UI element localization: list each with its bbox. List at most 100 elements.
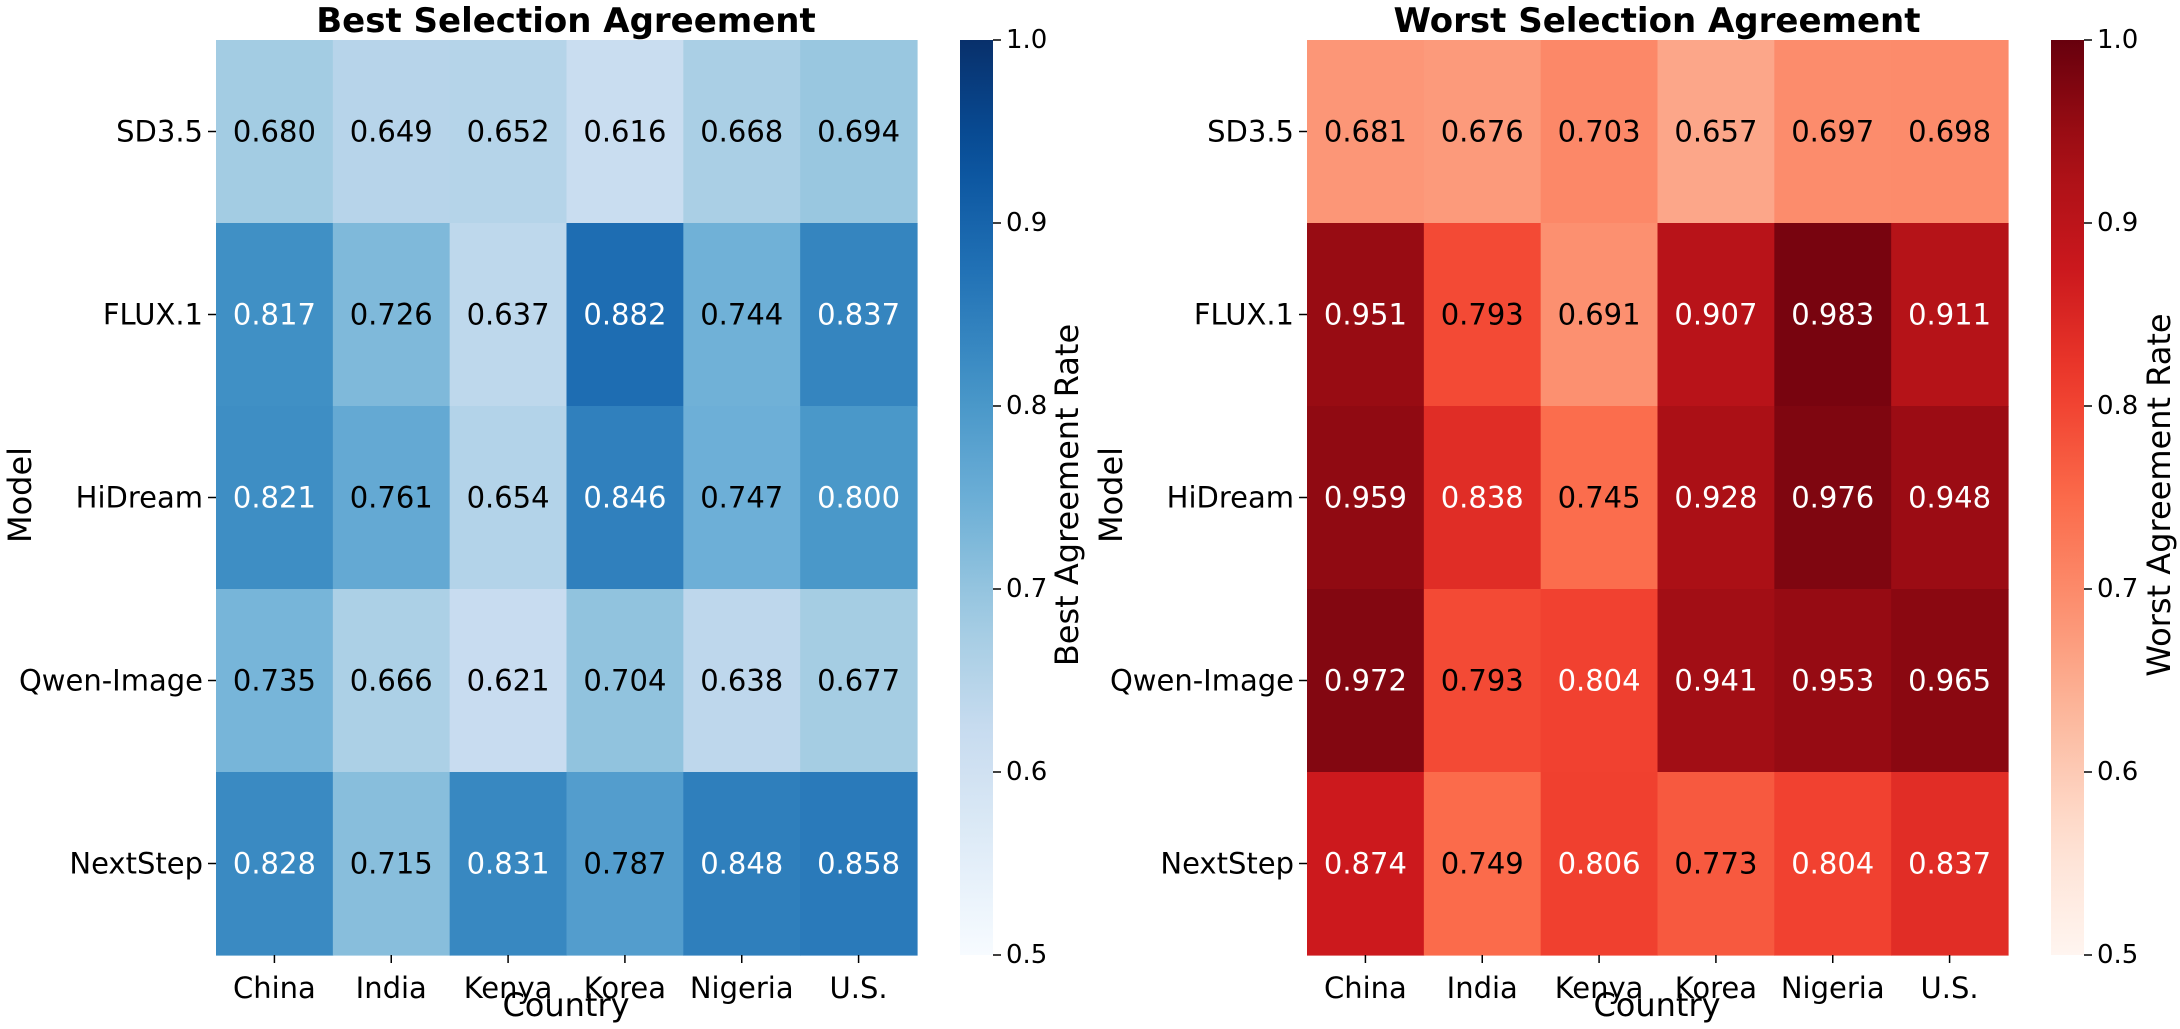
x-tick-label: Kenya xyxy=(464,971,553,1005)
cell-value-label: 0.649 xyxy=(350,115,433,149)
heatmap-cell xyxy=(332,772,451,956)
worst-colorbar: 0.5 0.6 0.7 0.8 0.9 1.0 xyxy=(2051,25,2138,970)
cell-value-label: 0.837 xyxy=(817,298,900,332)
cell-value-label: 0.793 xyxy=(1441,298,1524,332)
heatmap-cell xyxy=(1657,406,1775,590)
heatmap-cell xyxy=(216,223,334,407)
cell-value-label: 0.621 xyxy=(467,664,550,698)
colorbar-gradient xyxy=(2051,40,2084,955)
heatmap-cell xyxy=(1891,40,2009,224)
colorbar-tick-label: 0.9 xyxy=(1006,208,1047,238)
heatmap-cell xyxy=(1307,589,1425,773)
y-tick-label: SD3.5 xyxy=(116,115,203,149)
best-selection-panel: Best Selection Agreement 0.680 0.649 0.652… xyxy=(1,1,1086,1024)
cell-value-label: 0.616 xyxy=(583,115,666,149)
cell-value-label: 0.804 xyxy=(1791,847,1874,881)
cell-value-label: 0.837 xyxy=(1908,847,1991,881)
colorbar-tick-label: 1.0 xyxy=(2097,25,2138,55)
x-tick-label: Korea xyxy=(1675,971,1757,1005)
cell-value-label: 0.704 xyxy=(583,664,666,698)
cell-value-label: 0.694 xyxy=(817,115,900,149)
cell-value-label: 0.747 xyxy=(700,481,783,515)
heatmap-cell xyxy=(800,223,918,407)
worst-x-axis-label: Country xyxy=(1593,986,1720,1024)
cell-value-label: 0.951 xyxy=(1324,298,1407,332)
heatmap-cell xyxy=(566,40,684,224)
heatmap-cell xyxy=(1774,406,1892,590)
cell-value-label: 0.838 xyxy=(1441,481,1524,515)
cell-value-label: 0.654 xyxy=(467,481,550,515)
cell-value-label: 0.726 xyxy=(350,298,433,332)
cell-value-label: 0.787 xyxy=(583,847,666,881)
heatmap-cell xyxy=(800,772,918,956)
heatmap-cell xyxy=(1540,589,1659,773)
heatmap-cell xyxy=(216,772,334,956)
best-chart-title: Best Selection Agreement xyxy=(316,1,816,41)
colorbar-tick-label: 0.7 xyxy=(1006,574,1047,604)
y-tick-label: Qwen-Image xyxy=(19,664,203,698)
cell-value-label: 0.657 xyxy=(1674,115,1757,149)
y-tick-label: FLUX.1 xyxy=(1194,298,1294,332)
heatmap-cell xyxy=(800,406,918,590)
heatmap-cell xyxy=(1540,406,1659,590)
heatmap-cell xyxy=(1423,40,1542,224)
y-tick-label: HiDream xyxy=(1167,481,1294,515)
cell-value-label: 0.800 xyxy=(817,481,900,515)
x-tick-label: China xyxy=(233,971,316,1005)
worst-selection-panel: Worst Selection Agreement 0.681 0.676 0.70… xyxy=(1092,1,2178,1024)
heatmap-cell xyxy=(800,589,918,773)
best-x-axis-label: Country xyxy=(502,986,629,1024)
heatmap-cell xyxy=(1657,772,1775,956)
x-tick-label: Kenya xyxy=(1555,971,1644,1005)
heatmap-cell xyxy=(1891,772,2009,956)
cell-value-label: 0.953 xyxy=(1791,664,1874,698)
colorbar-tick-label: 1.0 xyxy=(1006,25,1047,55)
y-tick-label: SD3.5 xyxy=(1207,115,1294,149)
heatmap-cell xyxy=(683,223,801,407)
heatmap-cell xyxy=(1891,589,2009,773)
cell-value-label: 0.874 xyxy=(1324,847,1407,881)
heatmap-cell xyxy=(1657,223,1775,407)
heatmap-cell xyxy=(1774,772,1892,956)
cell-value-label: 0.882 xyxy=(583,298,666,332)
heatmap-cell xyxy=(683,772,801,956)
heatmap-cell xyxy=(566,772,684,956)
cell-value-label: 0.666 xyxy=(350,664,433,698)
heatmap-cell xyxy=(449,772,568,956)
cell-value-label: 0.637 xyxy=(467,298,550,332)
heatmap-cell xyxy=(1423,223,1542,407)
heatmap-cell xyxy=(566,589,684,773)
colorbar-tick-label: 0.7 xyxy=(2097,574,2138,604)
cell-value-label: 0.761 xyxy=(350,481,433,515)
worst-chart-title: Worst Selection Agreement xyxy=(1394,1,1921,41)
cell-value-label: 0.858 xyxy=(817,847,900,881)
cell-value-label: 0.941 xyxy=(1674,664,1757,698)
heatmap-cell xyxy=(1891,223,2009,407)
cell-value-label: 0.749 xyxy=(1441,847,1524,881)
cell-value-label: 0.948 xyxy=(1908,481,1991,515)
colorbar-gradient xyxy=(960,40,993,955)
heatmap-cell xyxy=(1774,223,1892,407)
heatmap-cell xyxy=(449,223,568,407)
cell-value-label: 0.928 xyxy=(1674,481,1757,515)
colorbar-tick-label: 0.5 xyxy=(1006,940,1047,970)
best-y-axis-label: Model xyxy=(1,447,39,543)
cell-value-label: 0.715 xyxy=(350,847,433,881)
best-heatmap-cells: 0.680 0.649 0.652 0.616 0.668 0.694 0.817 0.726… xyxy=(216,40,918,956)
cell-value-label: 0.793 xyxy=(1441,664,1524,698)
heatmap-cell xyxy=(332,406,451,590)
cell-value-label: 0.744 xyxy=(700,298,783,332)
cell-value-label: 0.846 xyxy=(583,481,666,515)
y-tick-label: HiDream xyxy=(76,481,203,515)
cell-value-label: 0.911 xyxy=(1908,298,1991,332)
x-tick-label: Korea xyxy=(584,971,666,1005)
colorbar-tick-label: 0.8 xyxy=(2097,391,2138,421)
cell-value-label: 0.745 xyxy=(1558,481,1641,515)
heatmap-cell xyxy=(800,40,918,224)
cell-value-label: 0.959 xyxy=(1324,481,1407,515)
heatmap-cell xyxy=(216,589,334,773)
cell-value-label: 0.804 xyxy=(1558,664,1641,698)
cell-value-label: 0.965 xyxy=(1908,664,1991,698)
y-tick-label: FLUX.1 xyxy=(103,298,203,332)
